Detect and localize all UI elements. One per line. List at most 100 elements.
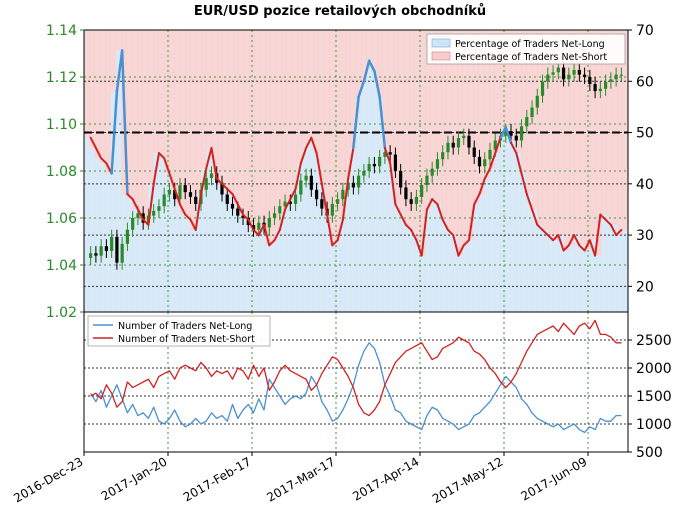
net-short-segment [331,239,339,247]
net-short-segment [289,187,297,201]
net-short-segment [515,152,523,175]
candle-body [383,152,387,157]
net-short-segment [284,198,292,211]
net-long-fill [190,229,197,312]
candle-body [367,163,371,171]
candle-body [99,246,103,256]
net-short-fill [84,30,90,138]
candle-body [283,201,287,207]
candle-body [588,77,592,85]
net-short-fill [382,30,389,148]
net-short-segment [189,218,197,231]
net-long-fill [462,245,469,312]
net-short-fill [126,30,133,200]
candle-body [451,142,455,148]
net-long-fill [388,163,394,312]
candle-body [393,154,398,171]
net-long-fill [206,147,213,312]
net-short-segment [163,157,171,175]
net-short-segment [557,234,565,252]
net-short-fill [601,30,608,215]
net-short-fill [441,30,448,220]
net-short-segment [410,228,418,242]
net-short-fill [137,30,144,220]
bottom-legend-box [87,315,271,347]
net-short-fill [174,30,181,205]
net-long-fill [286,199,293,312]
net-short-segment [489,152,497,170]
net-short-fill [158,30,165,159]
net-short-segment [494,136,502,155]
net-long-fill [302,147,309,312]
net-long-fill [558,235,565,312]
net-short-segment [242,213,250,221]
net-long-fill [233,204,240,312]
net-short-segment [594,213,602,257]
candle-body [309,175,313,190]
candle-body [341,189,345,200]
candle-body [519,126,524,141]
net-short-segment [168,172,176,190]
top-legend-box [426,33,626,65]
net-short-segment [604,218,612,226]
candle-body [446,142,450,153]
candle-body [567,74,571,80]
candle-body [293,194,298,204]
net-short-segment [310,136,318,155]
net-short-fill [393,30,400,205]
net-long-fill [238,214,245,312]
net-short-segment [299,146,308,165]
net-short-segment [263,223,271,247]
net-short-fill [489,30,496,169]
net-short-segment [615,228,623,237]
net-short-segment [147,182,155,226]
candle-body [483,159,487,167]
net-short-fill [345,30,352,179]
candle-body [509,131,513,136]
net-long-segment [504,126,513,145]
net-short-fill [404,30,410,225]
net-short-segment [320,182,329,216]
net-long-fill [548,235,554,312]
net-short-segment [546,234,555,242]
net-short-segment [541,228,549,237]
net-long-fill [260,224,266,312]
candle-body [430,168,434,176]
net-short-fill [265,30,272,246]
candle-body [514,135,518,141]
net-long-fill [334,240,341,312]
net-short-fill [100,30,106,164]
net-long-segment [110,90,119,175]
net-long-fill [452,235,458,312]
net-short-fill [372,30,378,72]
net-short-segment [609,223,618,237]
right-tick-label: 20 [636,279,654,295]
candle-body [131,218,135,230]
candle-body [598,88,602,92]
candle-body [278,206,282,214]
net-short-segment [126,193,134,201]
candle-body [357,175,361,188]
net-short-fill [286,30,293,200]
net-long-fill [425,209,432,312]
net-short-fill [132,30,138,210]
net-long-fill [500,137,506,312]
net-short-fill [180,30,186,215]
net-short-segment [205,146,213,170]
candle-body [604,81,608,89]
trader-count-series [90,319,622,434]
candle-body [456,138,461,148]
candle-body [609,79,613,82]
net-short-count-line [90,319,622,417]
net-short-fill [420,30,426,256]
candle-body [582,74,587,77]
net-long-fill [505,127,512,312]
candle-body [525,116,529,127]
net-short-fill [510,30,517,143]
candle-body [619,74,623,76]
net-short-fill [430,30,437,200]
net-short-fill [521,30,528,174]
net-short-segment [588,239,597,257]
top-legend: Percentage of Traders Net-Long Percentage… [426,33,626,65]
